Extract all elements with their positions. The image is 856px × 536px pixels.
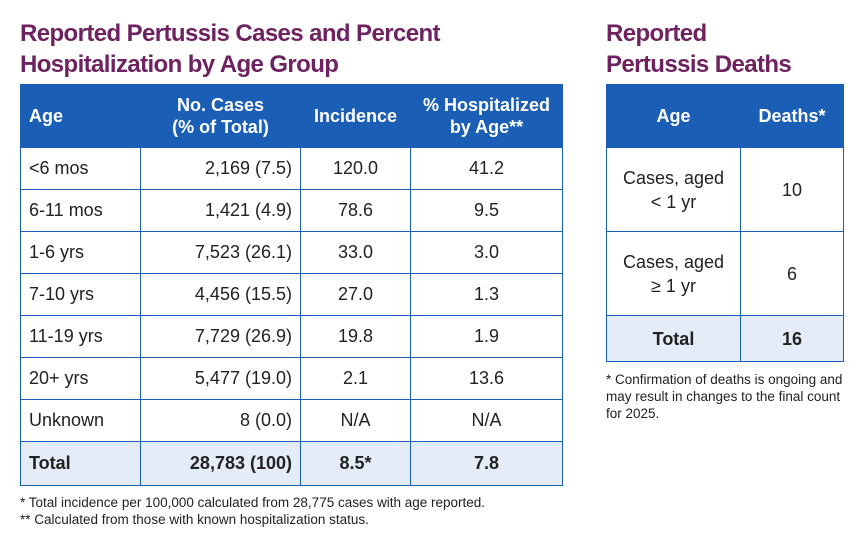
cell: 7-10 yrs [20,273,141,316]
cell-line: Incidence [313,106,398,126]
cell-line: Age [29,106,64,126]
cell: 11-19 yrs [20,315,141,358]
total-row: Total 16 [606,315,844,362]
header-cell: No. Cases (% of Total) [140,84,301,148]
cell: 10 [740,147,844,232]
cell: Cases, aged < 1 yr [606,147,741,232]
footnotes: * Total incidence per 100,000 calculated… [20,494,563,528]
cell: 1.3 [410,273,563,316]
cell: 6 [740,231,844,316]
cell: Unknown [20,399,141,442]
cell: 7,523 (26.1) [140,231,301,274]
footnote: ** Calculated from those with known hosp… [20,512,369,527]
header-cell: Deaths* [740,84,844,148]
cell: 27.0 [300,273,411,316]
cell-line: (% of Total) [172,117,269,137]
row: 7-10 yrs 4,456 (15.5) 27.0 1.3 [20,273,563,316]
total-cell: Total [20,441,141,486]
row: <6 mos 2,169 (7.5) 120.0 41.2 [20,147,563,190]
row: Cases, aged < 1 yr 10 [606,147,844,232]
cell: 5,477 (19.0) [140,357,301,400]
row: 11-19 yrs 7,729 (26.9) 19.8 1.9 [20,315,563,358]
cell-line: No. Cases [176,95,265,115]
cell-line: Age [656,106,691,126]
title-line: Reported [606,20,707,47]
cell: 9.5 [410,189,563,232]
cell: 7,729 (26.9) [140,315,301,358]
deaths-section: Reported Pertussis Deaths Age Deaths* Cases… [606,18,844,422]
cell: N/A [410,399,563,442]
title: Reported Pertussis Deaths [606,18,844,84]
cell: N/A [300,399,411,442]
cell-line: ≥ 1 yr [651,275,696,296]
cell: 1,421 (4.9) [140,189,301,232]
total-cell: 8.5* [300,441,411,486]
total-cell: 7.8 [410,441,563,486]
footnotes: * Confirmation of deaths is ongoing and … [606,371,844,422]
header-cell: % Hospitalized by Age** [410,84,563,148]
cases-table: Age No. Cases (% of Total) Incidence % Hospi… [20,84,563,486]
header-row: Age Deaths* [606,84,844,148]
header-cell: Age [20,84,141,148]
cell: 1-6 yrs [20,231,141,274]
cell: 78.6 [300,189,411,232]
row: Cases, aged ≥ 1 yr 6 [606,231,844,316]
cell: 13.6 [410,357,563,400]
cell: Cases, aged ≥ 1 yr [606,231,741,316]
cell: <6 mos [20,147,141,190]
cell-line: by Age** [449,117,524,137]
total-cell: 16 [740,315,844,362]
cell: 2.1 [300,357,411,400]
cases-section: Reported Pertussis Cases and Percent Hosp… [20,18,563,528]
cell-line: % Hospitalized [422,95,551,115]
total-cell: 28,783 (100) [140,441,301,486]
cell: 20+ yrs [20,357,141,400]
row: 1-6 yrs 7,523 (26.1) 33.0 3.0 [20,231,563,274]
title: Reported Pertussis Cases and Percent Hosp… [20,18,563,84]
title-line: Hospitalization by Age Group [20,51,339,78]
cell: 19.8 [300,315,411,358]
row: Unknown 8 (0.0) N/A N/A [20,399,563,442]
header-cell: Incidence [300,84,411,148]
title-line: Pertussis Deaths [606,51,792,78]
cell: 6-11 mos [20,189,141,232]
title-line: Reported Pertussis Cases and Percent [20,20,441,47]
total-cell: Total [606,315,741,362]
cell: 3.0 [410,231,563,274]
row: 20+ yrs 5,477 (19.0) 2.1 13.6 [20,357,563,400]
cell: 1.9 [410,315,563,358]
cell: 4,456 (15.5) [140,273,301,316]
row: 6-11 mos 1,421 (4.9) 78.6 9.5 [20,189,563,232]
cell: 33.0 [300,231,411,274]
cell: 120.0 [300,147,411,190]
header-cell: Age [606,84,741,148]
footnote: * Total incidence per 100,000 calculated… [20,495,486,510]
deaths-table: Age Deaths* Cases, aged < 1 yr 10 Cases, aged… [606,84,844,362]
cell-line: Cases, aged [622,251,725,272]
cell: 2,169 (7.5) [140,147,301,190]
cell-line: < 1 yr [650,191,697,212]
footnote: * Confirmation of deaths is ongoing and … [606,372,843,421]
cell: 41.2 [410,147,563,190]
header-row: Age No. Cases (% of Total) Incidence % Hospi… [20,84,563,148]
cell-line: Cases, aged [622,167,725,188]
cell-line: Deaths* [758,106,826,126]
cell: 8 (0.0) [140,399,301,442]
total-row: Total 28,783 (100) 8.5* 7.8 [20,441,563,486]
